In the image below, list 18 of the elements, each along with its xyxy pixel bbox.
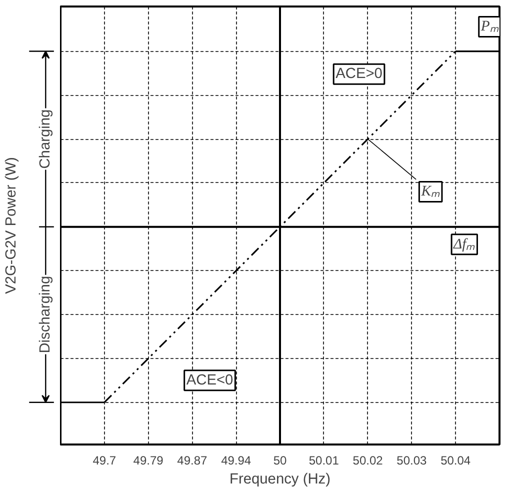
annotation: Kₘ [420, 184, 440, 200]
text: Pₘ [480, 18, 499, 35]
annotation: Δfₘ [452, 236, 476, 252]
x-tick-label: 49.7 [92, 454, 116, 468]
x-tick-label: 50.01 [308, 454, 340, 468]
x-tick-label: 50.03 [396, 454, 428, 468]
annotation: ACE>0 [336, 66, 382, 82]
x-tick-label: 49.87 [177, 454, 208, 468]
annotation: ACE<0 [186, 372, 234, 388]
x-tick-label: 49.94 [221, 454, 252, 468]
x-axis-title: Frequency (Hz) [230, 472, 331, 488]
x-tick-label: 50 [273, 454, 287, 468]
y-axis-title: V2G-G2V Power (W) [4, 157, 20, 294]
x-tick-label: 49.79 [133, 454, 164, 468]
x-tick-label: 50.04 [440, 454, 471, 468]
text: Discharging [38, 276, 54, 354]
x-tick-label: 50.02 [352, 454, 384, 468]
text: Charging [38, 109, 54, 169]
